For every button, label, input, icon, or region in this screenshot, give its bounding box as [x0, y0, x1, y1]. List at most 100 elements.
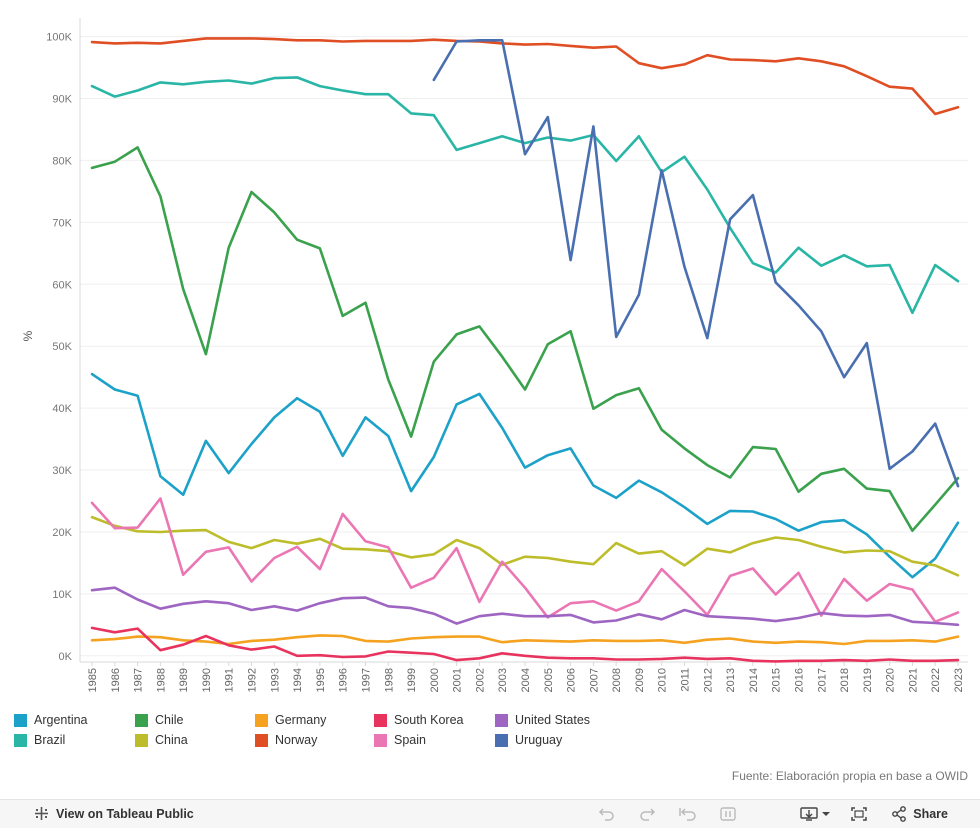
y-tick-label: 30K	[52, 465, 72, 477]
series-line-chile[interactable]	[90, 146, 960, 532]
source-note: Fuente: Elaboración propia en base a OWI…	[731, 769, 968, 783]
gridlines	[80, 36, 968, 657]
legend-swatch	[135, 713, 148, 727]
tableau-logo-icon	[35, 807, 48, 820]
x-tick-label: 1999	[406, 668, 418, 692]
series-line-united-states[interactable]	[90, 586, 960, 627]
x-tick-label: 2009	[634, 668, 646, 692]
x-tick-label: 2006	[566, 668, 578, 692]
series-line-germany[interactable]	[90, 634, 960, 646]
series-line-south-korea[interactable]	[90, 626, 960, 663]
fullscreen-button[interactable]	[850, 805, 868, 823]
legend-label: China	[155, 733, 188, 747]
x-tick-label: 2010	[657, 668, 669, 692]
legend-swatch	[135, 733, 148, 747]
line-chart: 0K 10K 20K 30K 40K 50K 60K 70K 80K 90K 100K 1985 198…	[21, 18, 968, 692]
x-tick-label: 2015	[771, 668, 783, 692]
legend-item-argentina[interactable]: Argentina	[14, 711, 88, 729]
view-on-tableau-label: View on Tableau Public	[56, 806, 194, 821]
y-tick-label: 20K	[52, 527, 72, 539]
x-tick-label: 2019	[862, 668, 874, 692]
legend-swatch	[495, 713, 508, 727]
legend-label: United States	[515, 713, 591, 727]
series-line-argentina[interactable]	[90, 372, 960, 579]
legend-item-uruguay[interactable]: Uruguay	[495, 731, 562, 749]
y-tick-label: 80K	[52, 155, 72, 167]
legend-item-germany[interactable]: Germany	[255, 711, 326, 729]
x-tick-label: 2002	[474, 668, 486, 692]
x-tick-label: 2003	[497, 668, 509, 692]
redo-button[interactable]	[638, 805, 656, 823]
y-tick-label: 0K	[59, 651, 73, 663]
legend-swatch	[14, 733, 27, 747]
share-label: Share	[913, 807, 948, 821]
series-line-uruguay[interactable]	[432, 39, 960, 488]
x-tick-label: 2021	[907, 668, 919, 692]
legend-item-norway[interactable]: Norway	[255, 731, 317, 749]
legend-item-united-states[interactable]: United States	[495, 711, 590, 729]
legend-swatch	[374, 713, 387, 727]
x-tick-label: 1992	[247, 668, 259, 692]
x-tick-label: 1991	[224, 668, 236, 692]
toolbar: View on Tableau Public	[0, 799, 980, 828]
x-tick-label: 1995	[315, 668, 327, 692]
y-tick-label: 40K	[52, 403, 72, 415]
legend: Argentina Brazil Chile China Germany Norway So…	[14, 711, 714, 755]
legend-label: Chile	[155, 713, 184, 727]
revert-button[interactable]	[678, 805, 698, 823]
x-tick-label: 2022	[930, 668, 942, 692]
x-tick-label: 1993	[269, 668, 281, 692]
legend-item-spain[interactable]: Spain	[374, 731, 426, 749]
x-tick-label: 2018	[839, 668, 851, 692]
legend-item-china[interactable]: China	[135, 731, 188, 749]
x-tick-label: 1986	[110, 668, 122, 692]
x-tick-label: 1994	[292, 668, 304, 692]
x-tick-label: 2004	[520, 668, 532, 692]
x-tick-label: 1996	[338, 668, 350, 692]
revert-icon	[679, 808, 696, 821]
share-button[interactable]: Share	[891, 806, 948, 822]
x-tick-label: 1998	[383, 668, 395, 692]
series-line-china[interactable]	[90, 515, 960, 577]
series-line-brazil[interactable]	[90, 76, 960, 315]
undo-icon	[598, 808, 614, 821]
x-tick-label: 2013	[725, 668, 737, 692]
x-tick-label: 1985	[87, 668, 99, 692]
x-tick-label: 2007	[588, 668, 600, 692]
legend-label: Uruguay	[515, 733, 563, 747]
x-tick-label: 2023	[953, 668, 965, 692]
legend-swatch	[255, 713, 268, 727]
pause-button[interactable]	[719, 805, 737, 823]
series-line-norway[interactable]	[90, 37, 960, 116]
x-tick-label: 2017	[816, 668, 828, 692]
legend-label: Brazil	[34, 733, 66, 747]
series-line-spain[interactable]	[90, 497, 960, 624]
x-tick-label: 2014	[748, 668, 760, 692]
download-icon	[800, 807, 830, 821]
x-tick-label: 1997	[360, 668, 372, 692]
undo-button[interactable]	[598, 805, 616, 823]
legend-item-south-korea[interactable]: South Korea	[374, 711, 464, 729]
view-on-tableau-link[interactable]: View on Tableau Public	[34, 806, 194, 821]
download-button[interactable]	[800, 805, 832, 823]
legend-swatch	[14, 713, 27, 727]
x-tick-label: 2016	[793, 668, 805, 692]
legend-label: Norway	[275, 733, 318, 747]
legend-label: South Korea	[394, 713, 464, 727]
legend-label: Spain	[394, 733, 426, 747]
legend-item-chile[interactable]: Chile	[135, 711, 184, 729]
y-tick-label: 10K	[52, 589, 72, 601]
legend-item-brazil[interactable]: Brazil	[14, 731, 65, 749]
y-tick-label: 60K	[52, 279, 72, 291]
fullscreen-icon	[851, 807, 867, 821]
axes: 0K 10K 20K 30K 40K 50K 60K 70K 80K 90K 100K 1985 198…	[46, 18, 968, 692]
x-tick-label: 2005	[543, 668, 555, 692]
legend-swatch	[374, 733, 387, 747]
x-tick-label: 2020	[885, 668, 897, 692]
legend-swatch	[495, 733, 508, 747]
x-tick-label: 1990	[201, 668, 213, 692]
x-tick-label: 2000	[429, 668, 441, 692]
y-tick-label: 50K	[52, 341, 72, 353]
legend-label: Argentina	[34, 713, 88, 727]
y-tick-label: 70K	[52, 217, 72, 229]
